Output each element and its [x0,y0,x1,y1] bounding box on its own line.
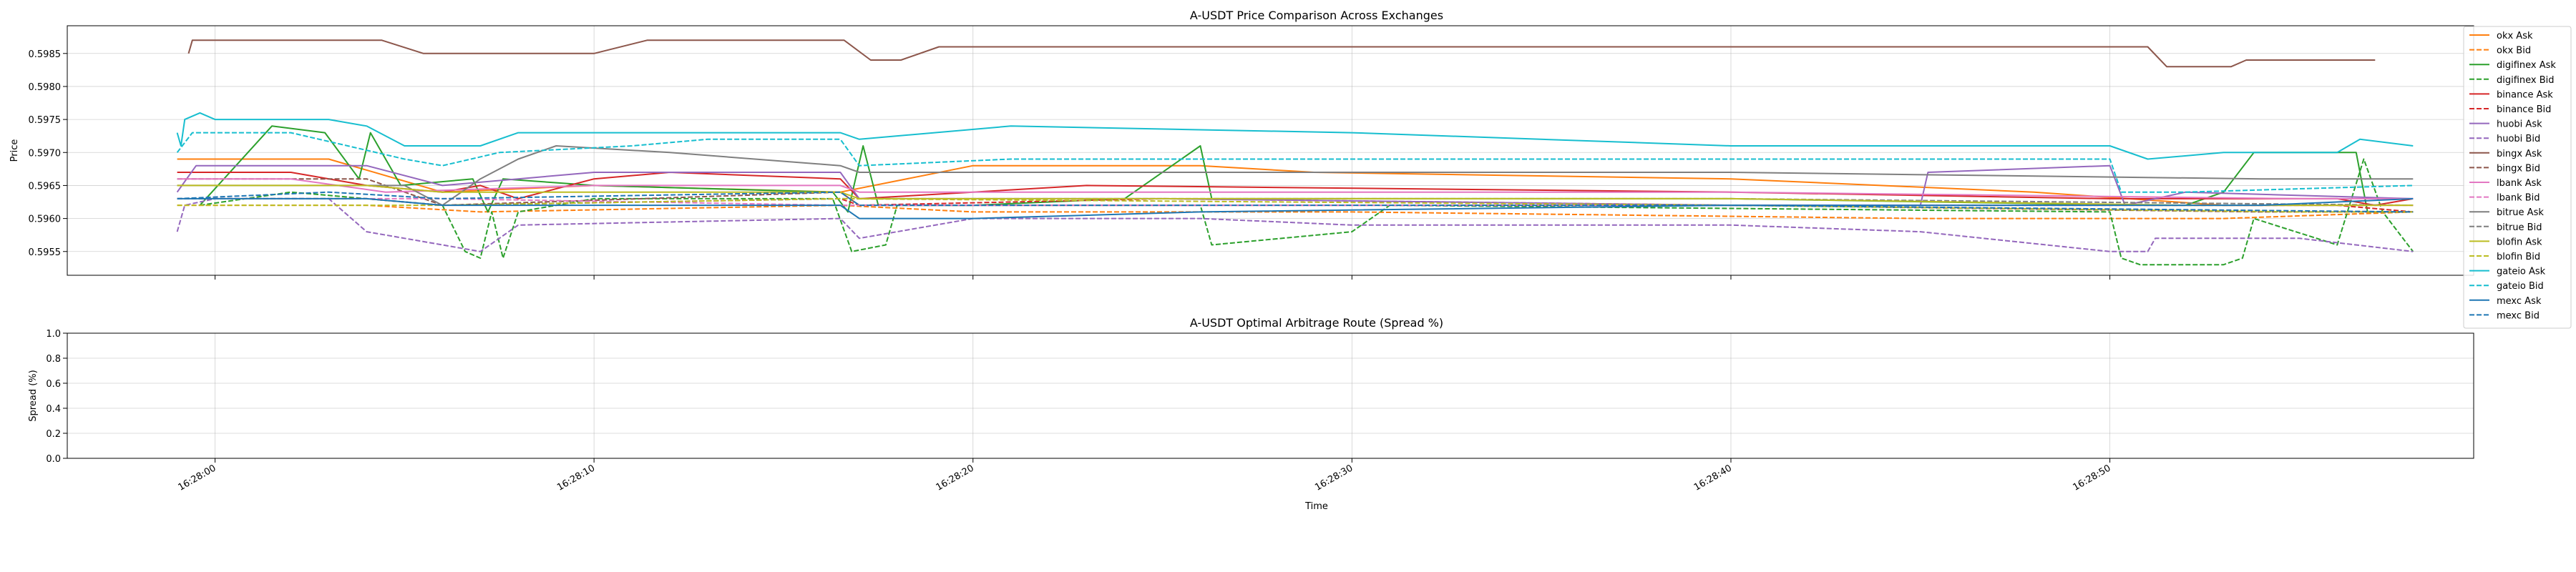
spread-chart-title: A-USDT Optimal Arbitrage Route (Spread %… [1190,316,1443,330]
legend-label: bitrue Bid [2497,222,2542,233]
legend-label: bingx Ask [2497,149,2542,159]
legend-label: lbank Ask [2497,178,2542,189]
spread-chart-frame [67,332,2474,459]
price-chart-x-ticks [215,275,2111,280]
series-line-mexc-ask [177,197,2414,220]
spread-chart-y-tick-label: 0.6 [46,379,61,390]
legend-label: mexc Ask [2497,296,2542,307]
price-chart-grid [67,26,2474,275]
series-line-okx-bid [177,204,2414,220]
legend-label: blofin Ask [2497,237,2542,247]
spread-chart-x-label: Time [1304,501,1328,512]
series-line-lbank-ask [177,178,2414,199]
price-chart-y-tick-label: 0.5980 [29,82,62,93]
legend-label: digifinex Bid [2497,75,2555,86]
price-chart-y-tick-label: 0.5965 [29,181,62,192]
legend-label: huobi Ask [2497,119,2542,130]
price-chart-y-tick-label: 0.5975 [29,115,62,126]
legend-box [2463,26,2572,329]
legend-label: bingx Bid [2497,163,2540,174]
legend-label: blofin Bid [2497,252,2540,262]
legend-label: bitrue Ask [2497,207,2544,218]
series-line-huobi-bid [176,197,2414,252]
price-chart-series [176,39,2414,266]
legend-label: binance Ask [2497,89,2553,100]
series-line-okx-ask [177,158,2414,207]
legend-label: gateio Ask [2497,267,2546,277]
spread-chart-y-label: Spread (%) [28,370,39,421]
price-chart-title: A-USDT Price Comparison Across Exchanges [1190,9,1443,22]
price-chart-y-tick-label: 0.5960 [29,214,62,225]
series-line-blofin-bid [177,197,2414,213]
legend: okx Ask okx Bid digifinex Ask digifinex Bid… [2463,26,2572,329]
legend-label: binance Bid [2497,104,2551,115]
series-line-digifinex-ask [199,125,2414,213]
price-chart-y-tick-label: 0.5970 [29,148,62,159]
legend-label: lbank Bid [2497,193,2540,204]
legend-label: mexc Bid [2497,310,2540,321]
price-chart-y-ticks: 0.5955 0.5960 0.5965 0.5970 0.5975 0.5980 0.59… [29,49,67,258]
spread-chart-y-tick-label: 0.0 [46,454,61,465]
series-line-gateio-ask [176,112,2414,160]
legend-label: okx Ask [2497,31,2533,41]
spread-chart-y-ticks: 0.0 0.2 0.4 0.6 0.8 1.0 [46,329,67,465]
series-line-blofin-ask [177,184,2414,207]
price-chart: A-USDT Price Comparison Across Exchanges… [9,9,2572,329]
series-line-gateio-bid [176,132,2414,193]
legend-label: gateio Bid [2497,281,2544,292]
spread-chart-y-tick-label: 0.2 [46,429,61,440]
price-chart-y-tick-label: 0.5955 [29,247,62,258]
spread-chart-y-tick-label: 0.4 [46,404,61,415]
legend-label: huobi Bid [2497,134,2540,144]
series-line-mexc-bid [177,191,2414,213]
price-chart-y-tick-label: 0.5985 [29,49,62,60]
legend-label: digifinex Ask [2497,60,2556,71]
legend-label: okx Bid [2497,46,2531,56]
price-chart-y-label: Price [9,139,20,162]
spread-chart-y-tick-label: 0.8 [46,354,61,365]
series-line-bingx-ask [187,39,2376,68]
spread-chart-y-tick-label: 1.0 [46,329,61,340]
